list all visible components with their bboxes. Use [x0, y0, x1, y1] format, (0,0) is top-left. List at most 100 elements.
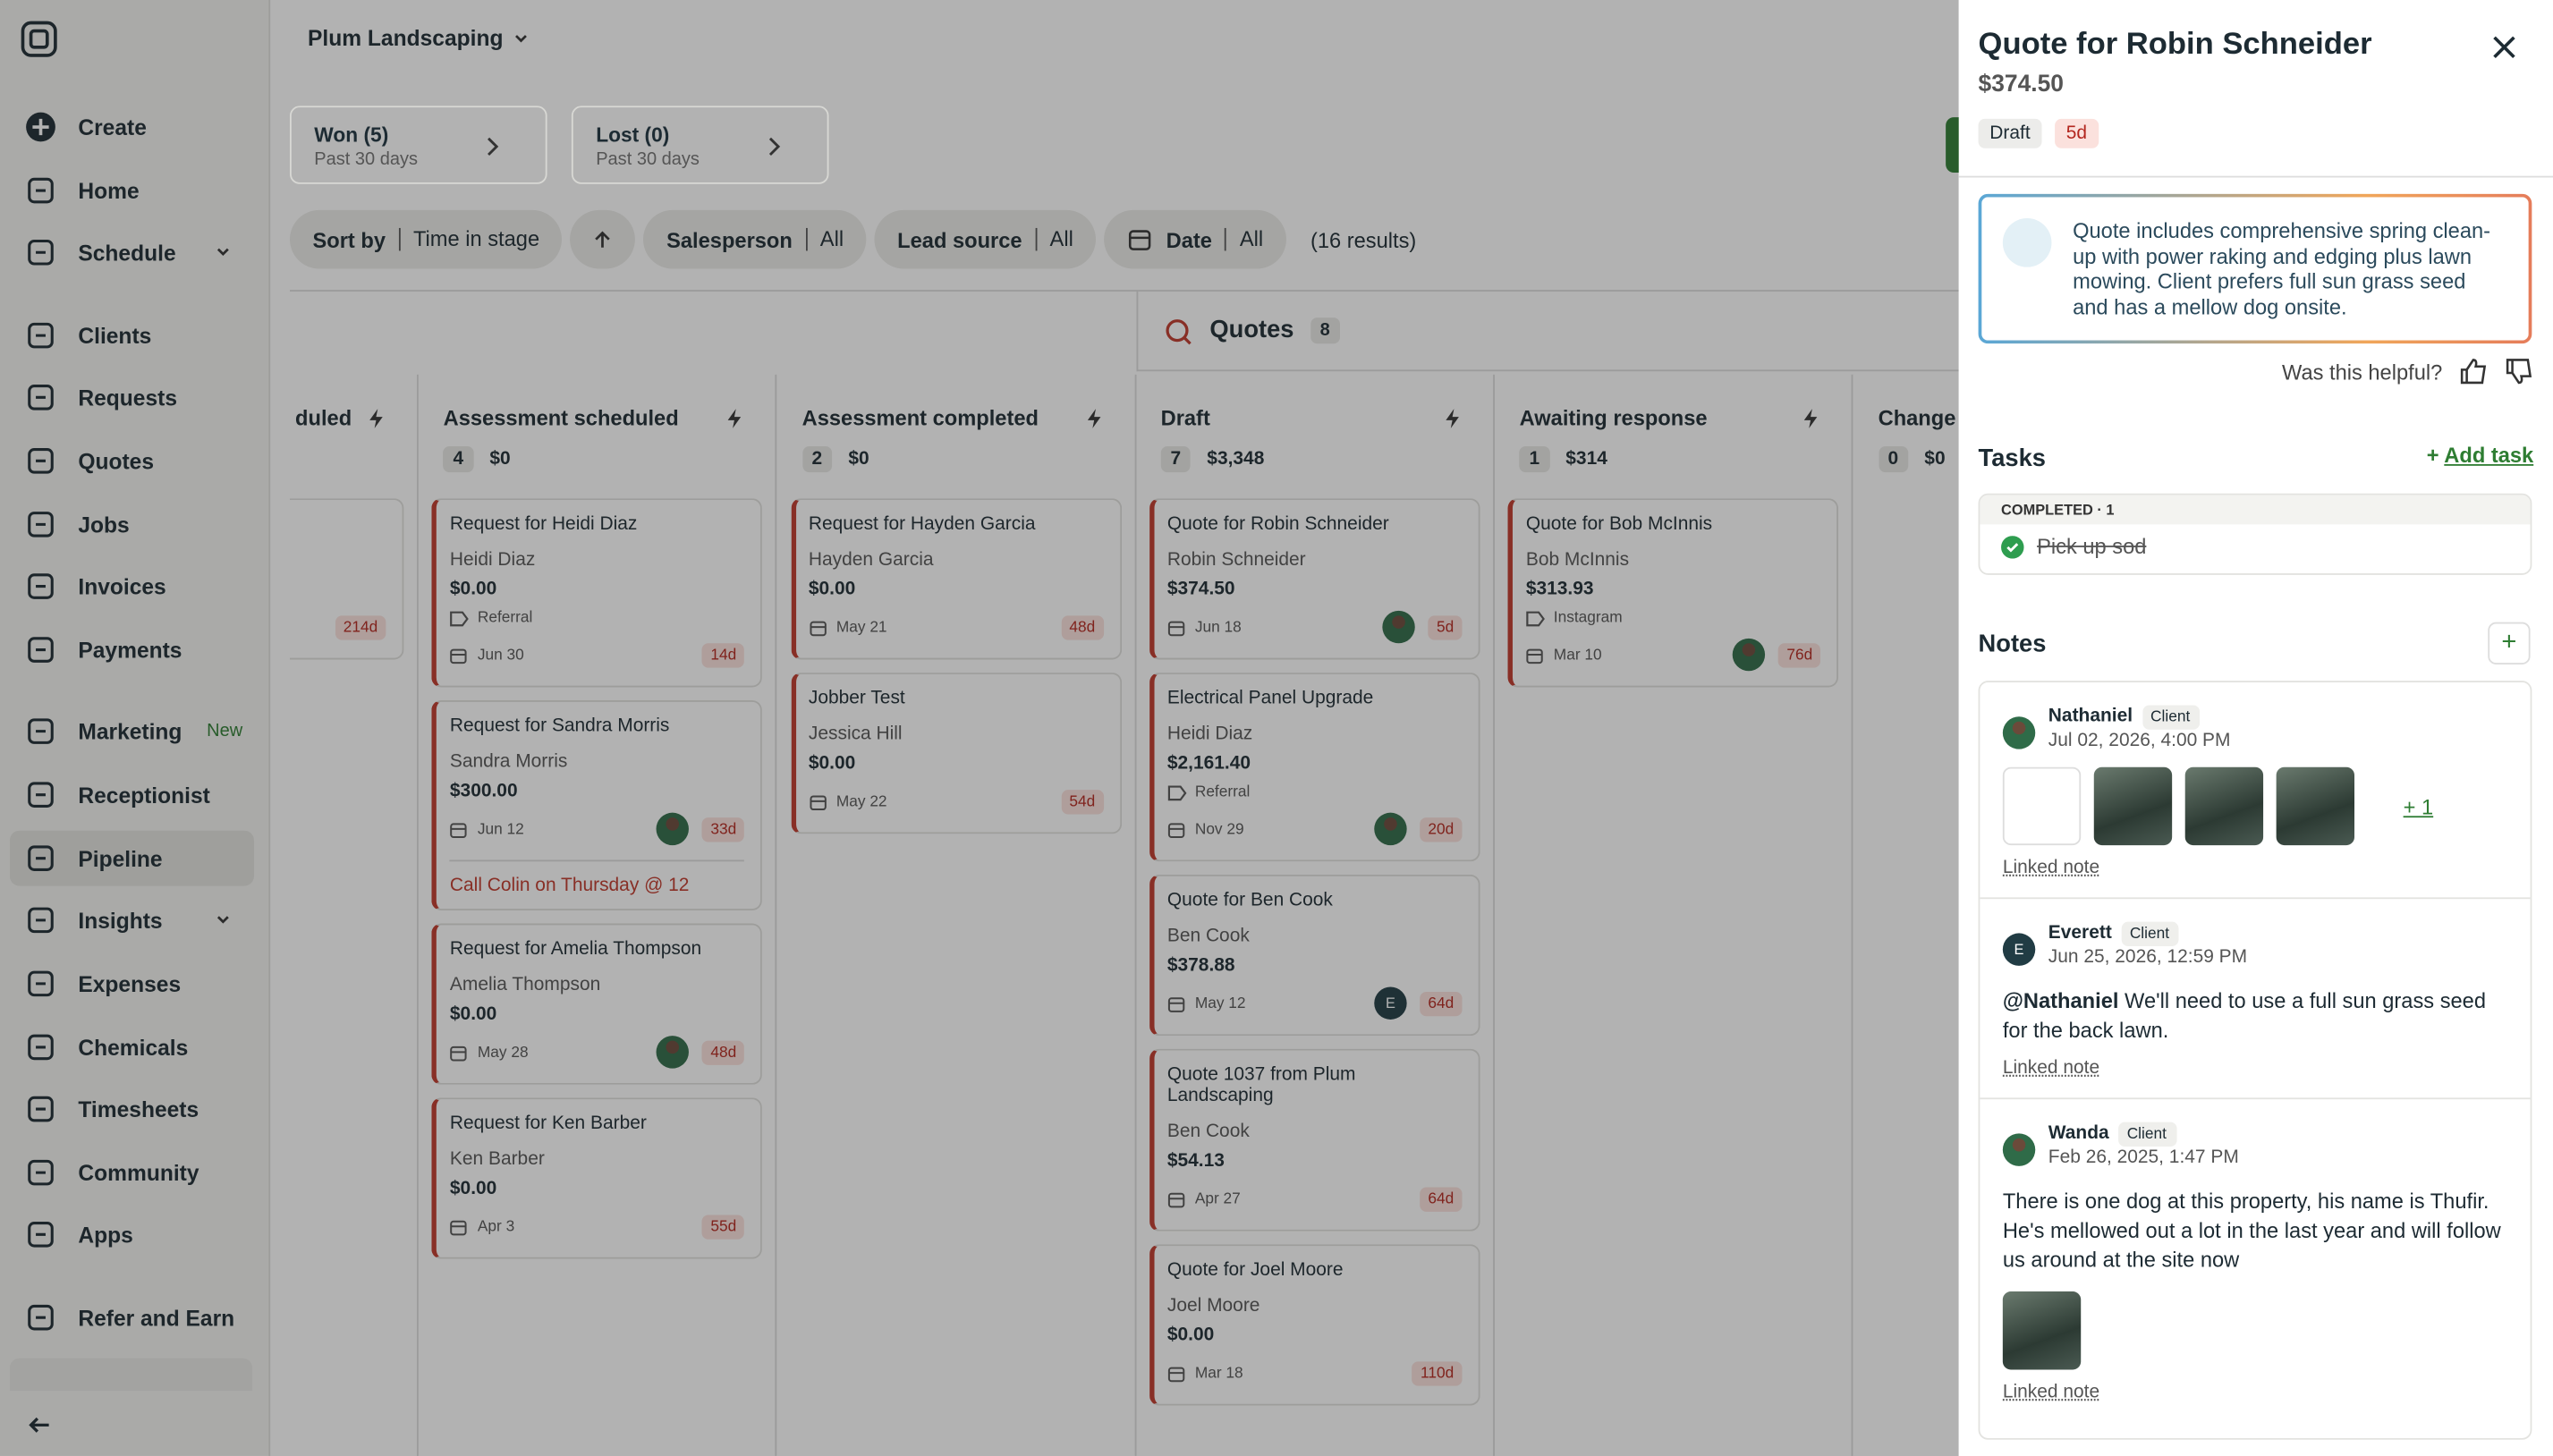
account-menu[interactable]: Plum Landscaping: [308, 26, 530, 50]
summary-card[interactable]: Lost (0) Past 30 days: [571, 106, 829, 184]
nav-item[interactable]: Pipeline: [9, 830, 254, 886]
assignee-avatar: [657, 1036, 690, 1069]
status-tag: 5d: [2054, 118, 2099, 148]
side-panel: Quote for Robin Schneider $374.50 Draft 5…: [1958, 0, 2553, 1456]
nav-item[interactable]: Clients: [10, 308, 254, 363]
pipeline-card[interactable]: Request for Sandra Morris Sandra Morris $3…: [431, 700, 763, 910]
notes-title: Notes: [1978, 630, 2047, 658]
pipeline-card[interactable]: Quote 1037 from Plum Landscaping Ben Cook…: [1149, 1048, 1480, 1232]
attachment-thumb[interactable]: [2093, 766, 2173, 846]
nav-item[interactable]: Requests: [10, 369, 254, 425]
nav-item[interactable]: Chemicals: [10, 1020, 254, 1075]
logo[interactable]: [20, 20, 59, 59]
nav-item[interactable]: Create: [10, 99, 254, 155]
nav-item[interactable]: Payments: [10, 622, 254, 678]
filter[interactable]: Salesperson All: [643, 209, 867, 269]
note-header: E Everett Client Jun 25, 2026, 12:59 PM: [2002, 921, 2507, 968]
card-date: May 22: [835, 791, 887, 810]
nav-item[interactable]: Community: [10, 1145, 254, 1200]
pipeline-card[interactable]: 214d: [289, 498, 404, 660]
card-title: Request for Heidi Diaz: [449, 514, 638, 535]
sort-direction[interactable]: [570, 209, 636, 269]
chevron: [216, 248, 229, 257]
nav-item[interactable]: Expenses: [10, 956, 254, 1012]
note-author: Everett: [2048, 923, 2112, 944]
attachment-thumb[interactable]: [2002, 1291, 2082, 1370]
card-client: Heidi Diaz: [1166, 724, 1253, 745]
days-in-stage: 33d: [702, 817, 745, 842]
attachments: + 1: [2002, 766, 2507, 846]
summary-card[interactable]: Won (5) Past 30 days: [289, 106, 547, 184]
pipeline-card[interactable]: Request for Heidi Diaz Heidi Diaz $0.00 Ref…: [431, 498, 763, 688]
nav-item[interactable]: Insights: [10, 893, 254, 948]
card-footer: May 12 E 64d: [1167, 986, 1463, 1021]
nav-label: Schedule: [78, 240, 176, 265]
pipeline-card[interactable]: Request for Ken Barber Ken Barber $0.00 Apr…: [431, 1097, 763, 1259]
nav-item[interactable]: Receptionist: [10, 767, 254, 823]
card-client: Heidi Diaz: [449, 550, 536, 571]
linked-note[interactable]: Linked note: [2002, 858, 2100, 878]
pipeline-card[interactable]: Quote for Ben Cook Ben Cook $378.88 May 12 E…: [1149, 874, 1480, 1037]
card-footer: Apr 27 64d: [1167, 1181, 1463, 1216]
nav-item[interactable]: Refer and Earn: [10, 1290, 254, 1345]
summary-title: Won (5): [314, 123, 389, 147]
pipeline-card[interactable]: Quote for Robin Schneider Robin Schneider…: [1149, 498, 1480, 660]
attachment-thumb[interactable]: [2276, 766, 2355, 846]
section-count: 8: [1310, 317, 1340, 343]
nav-item[interactable]: Home: [10, 163, 254, 218]
linked-note[interactable]: Linked note: [2002, 1058, 2100, 1079]
card-date: May 28: [477, 1043, 529, 1062]
nav-item[interactable]: Marketing New: [10, 704, 254, 759]
tag-label: Referral: [1194, 783, 1251, 801]
nav-item[interactable]: Apps: [10, 1206, 254, 1262]
card-meta: 33d: [657, 812, 745, 846]
attachment-thumb[interactable]: [2002, 766, 2082, 846]
card-title: Jobber Test: [808, 689, 905, 709]
thumbs-down[interactable]: [2504, 357, 2533, 386]
automation-icon: [1087, 409, 1100, 428]
card-tag: Referral: [1167, 783, 1462, 801]
linked-note[interactable]: Linked note: [2002, 1383, 2100, 1402]
more-attachments[interactable]: + 1: [2403, 793, 2434, 819]
pipeline-card[interactable]: Quote for Bob McInnis Bob McInnis $313.93 I…: [1507, 498, 1839, 688]
filter[interactable]: Date All: [1104, 209, 1286, 269]
card-meta: 214d: [335, 614, 386, 639]
nav-item[interactable]: Jobs: [10, 496, 254, 552]
task-item[interactable]: Pick up sod: [1980, 524, 2530, 568]
chevron-right: [768, 137, 781, 157]
pipeline-card[interactable]: Quote for Joel Moore Joel Moore $0.00 Mar 1…: [1149, 1244, 1480, 1406]
calendar-icon: [1167, 1366, 1185, 1382]
nav-item[interactable]: Schedule: [10, 224, 254, 280]
card-meta: 48d: [1061, 614, 1104, 639]
pipeline-card[interactable]: Request for Amelia Thompson Amelia Thomps…: [431, 923, 763, 1085]
pipeline-card[interactable]: Request for Hayden Garcia Hayden Garcia $0…: [790, 498, 1122, 660]
column-title: duled: [295, 405, 352, 430]
collapse-button[interactable]: [26, 1412, 52, 1438]
overlay[interactable]: [0, 0, 1959, 1456]
sidebar: Create Home Schedule Clients Requests Quotes J…: [0, 0, 271, 1456]
nav-icon: [28, 1034, 54, 1061]
tag-icon: [450, 610, 470, 626]
nav-label: Pipeline: [78, 846, 163, 871]
filter[interactable]: Lead source All: [874, 209, 1097, 269]
thumbs-up[interactable]: [2459, 357, 2489, 386]
nav-icon: [28, 512, 54, 538]
nav-item[interactable]: Quotes: [10, 433, 254, 488]
note-header: Nathaniel Client Jul 02, 2026, 4:00 PM: [2002, 705, 2507, 750]
nav-item[interactable]: Timesheets: [10, 1081, 254, 1137]
filter-value: All: [1225, 227, 1263, 251]
nav-label: Invoices: [78, 573, 166, 599]
add-task[interactable]: + Add task: [2426, 443, 2534, 468]
nav-label: Apps: [78, 1222, 133, 1247]
pipeline-card[interactable]: Electrical Panel Upgrade Heidi Diaz $2,161…: [1149, 673, 1480, 862]
card-tag: Instagram: [1526, 609, 1820, 627]
nav-icon: [28, 637, 54, 663]
sort-filter[interactable]: Sort by Time in stage: [289, 209, 563, 269]
pipeline-card[interactable]: Jobber Test Jessica Hill $0.00 May 22 54d: [790, 673, 1122, 834]
nav-label: Refer and Earn: [78, 1305, 235, 1330]
attachment-thumb[interactable]: [2184, 766, 2264, 846]
add-note[interactable]: +: [2488, 622, 2531, 665]
account-switcher[interactable]: [9, 1358, 253, 1392]
close-button[interactable]: [2489, 32, 2519, 62]
nav-item[interactable]: Invoices: [10, 559, 254, 614]
